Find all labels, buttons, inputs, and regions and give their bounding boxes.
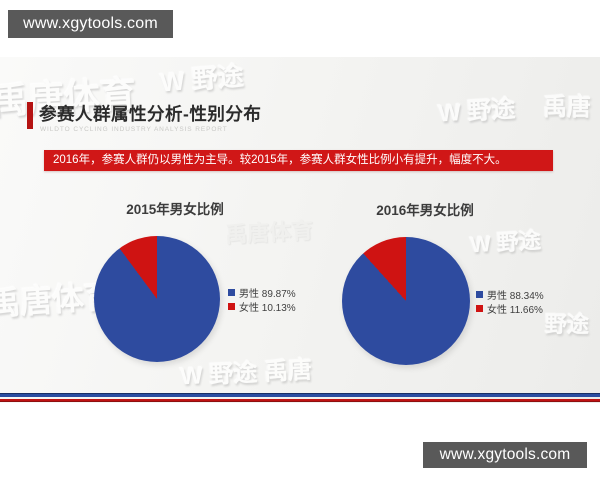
watermark-yetu-yutang-bottom: W 野途 禹唐 [179, 356, 313, 391]
pie-chart-2015 [94, 236, 220, 362]
legend-2015: 男性 89.87% 女性 10.13% [228, 285, 296, 314]
legend-label-male-2016: 男性 88.34% [487, 290, 544, 302]
pie-chart-2016 [342, 237, 470, 365]
chart-title-2016: 2016年男女比例 [376, 203, 474, 218]
top-url-text: www.xgytools.com [23, 15, 158, 32]
bottom-url-bar: www.xgytools.com [423, 442, 587, 468]
summary-banner: 2016年，参赛人群仍以男性为主导。较2015年，参赛人群女性比例小有提升，幅度… [44, 150, 553, 171]
legend-item-male-2015: 男性 89.87% [228, 285, 296, 300]
page-title: 参赛人群属性分析-性别分布 [39, 104, 262, 124]
legend-label-male-2015: 男性 89.87% [239, 288, 296, 300]
legend-swatch-female-2016 [476, 304, 483, 312]
bottom-url-text: www.xgytools.com [439, 446, 571, 463]
watermark-yetu-topright: W 野途 [437, 95, 517, 128]
legend-swatch-male-2016 [476, 290, 483, 298]
legend-item-female-2015: 女性 10.13% [228, 299, 296, 314]
footer-stripe-red [0, 399, 600, 402]
watermark-yutang-topright: 禹唐 [543, 94, 591, 121]
legend-swatch-male-2015 [228, 288, 235, 296]
watermark-yutang-sport-center: 禹唐体育 [224, 217, 314, 248]
watermark-yetu-topcenter: W 野途 [158, 60, 246, 98]
top-url-bar: www.xgytools.com [8, 10, 173, 38]
legend-2016: 男性 88.34% 女性 11.66% [476, 287, 544, 316]
legend-item-male-2016: 男性 88.34% [476, 287, 544, 302]
legend-swatch-female-2015 [228, 302, 235, 310]
title-accent-bar [27, 102, 33, 129]
legend-label-female-2016: 女性 11.66% [487, 304, 543, 316]
footer-stripe-blue [0, 393, 600, 397]
page-subtitle: WILDTO CYCLING INDUSTRY ANALYSIS REPORT [40, 126, 228, 133]
legend-item-female-2016: 女性 11.66% [476, 301, 544, 316]
watermark-yetu-right: W 野途 [469, 227, 542, 258]
watermark-yetu-farright: 野途 [545, 312, 590, 337]
slide: 禹唐体育 W 野途 W 野途 禹唐 禹唐体育 禹唐体育 W 野途 野途 W 野途… [0, 57, 600, 403]
chart-title-2015: 2015年男女比例 [126, 202, 224, 217]
legend-label-female-2015: 女性 10.13% [239, 302, 296, 314]
